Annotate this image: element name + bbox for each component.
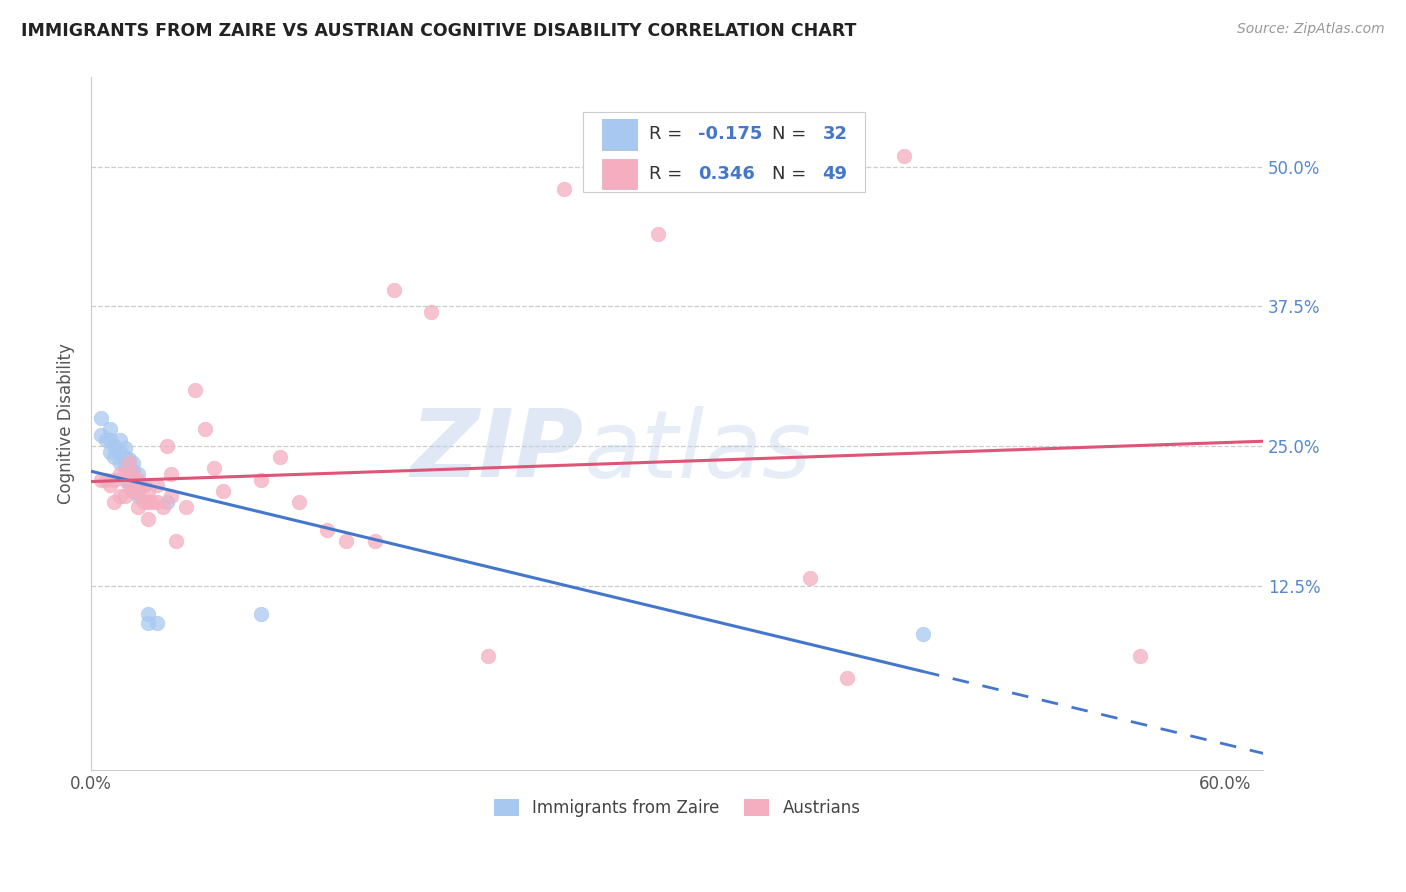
Point: [108, 467, 131, 481]
Y-axis label: Cognitive Disability: Cognitive Disability: [58, 343, 75, 504]
Point: [108, 434, 131, 448]
Point: [114, 489, 136, 503]
Point: [114, 467, 136, 481]
Point: [132, 478, 155, 492]
Point: [250, 473, 273, 487]
Point: [114, 473, 136, 487]
Point: [108, 489, 131, 503]
Point: [90, 473, 112, 487]
Point: [121, 483, 143, 498]
Point: [647, 227, 669, 241]
Point: [121, 464, 143, 478]
Point: [114, 450, 136, 465]
FancyBboxPatch shape: [583, 112, 865, 192]
Point: [553, 182, 575, 196]
Point: [121, 456, 143, 470]
Point: [152, 500, 174, 515]
Point: [98, 444, 121, 458]
Point: [121, 473, 143, 487]
Point: [108, 444, 131, 458]
Point: [420, 305, 443, 319]
Point: [127, 467, 149, 481]
Point: [335, 534, 357, 549]
Text: R =: R =: [650, 126, 688, 144]
Point: [103, 495, 125, 509]
Point: [382, 283, 405, 297]
Text: 49: 49: [823, 165, 848, 183]
Text: 0.346: 0.346: [699, 165, 755, 183]
Point: [269, 450, 291, 465]
Point: [90, 411, 112, 425]
Point: [156, 495, 179, 509]
Point: [146, 478, 169, 492]
Point: [159, 467, 181, 481]
Text: ZIP: ZIP: [411, 406, 583, 498]
Point: [250, 607, 273, 621]
Point: [127, 486, 149, 500]
Point: [837, 672, 859, 686]
Point: [1129, 648, 1152, 663]
Point: [132, 495, 155, 509]
Point: [911, 626, 934, 640]
Point: [90, 428, 112, 442]
Point: [159, 489, 181, 503]
Point: [364, 534, 387, 549]
Point: [127, 489, 149, 503]
Point: [121, 467, 143, 481]
Point: [103, 439, 125, 453]
Point: [136, 607, 159, 621]
Legend: Immigrants from Zaire, Austrians: Immigrants from Zaire, Austrians: [486, 792, 868, 824]
Text: N =: N =: [772, 126, 813, 144]
Text: N =: N =: [772, 165, 813, 183]
Text: IMMIGRANTS FROM ZAIRE VS AUSTRIAN COGNITIVE DISABILITY CORRELATION CHART: IMMIGRANTS FROM ZAIRE VS AUSTRIAN COGNIT…: [21, 22, 856, 40]
Point: [114, 459, 136, 474]
Point: [184, 383, 207, 397]
Point: [118, 456, 141, 470]
Point: [799, 571, 821, 585]
Point: [194, 422, 217, 436]
Point: [165, 534, 187, 549]
Text: atlas: atlas: [583, 406, 811, 497]
Point: [127, 475, 149, 489]
Point: [136, 483, 159, 498]
Point: [118, 452, 141, 467]
Point: [893, 148, 915, 162]
FancyBboxPatch shape: [602, 120, 637, 150]
Point: [146, 495, 169, 509]
Point: [96, 434, 118, 448]
Point: [136, 511, 159, 525]
Point: [118, 478, 141, 492]
Point: [146, 615, 169, 630]
Point: [316, 523, 339, 537]
Point: [127, 473, 149, 487]
Point: [202, 461, 225, 475]
Text: -0.175: -0.175: [699, 126, 762, 144]
Point: [136, 495, 159, 509]
Point: [156, 439, 179, 453]
Text: R =: R =: [650, 165, 688, 183]
Point: [288, 495, 311, 509]
Point: [118, 461, 141, 475]
Point: [103, 473, 125, 487]
Point: [132, 478, 155, 492]
FancyBboxPatch shape: [602, 159, 637, 189]
Point: [141, 495, 163, 509]
Text: 32: 32: [823, 126, 848, 144]
Point: [127, 500, 149, 515]
Point: [212, 483, 235, 498]
Point: [477, 648, 499, 663]
Point: [98, 434, 121, 448]
Point: [114, 442, 136, 456]
Point: [121, 483, 143, 498]
Point: [103, 450, 125, 465]
Point: [98, 422, 121, 436]
Point: [174, 500, 197, 515]
Text: Source: ZipAtlas.com: Source: ZipAtlas.com: [1237, 22, 1385, 37]
Point: [118, 475, 141, 489]
Point: [108, 456, 131, 470]
Point: [98, 478, 121, 492]
Point: [136, 615, 159, 630]
Point: [96, 473, 118, 487]
